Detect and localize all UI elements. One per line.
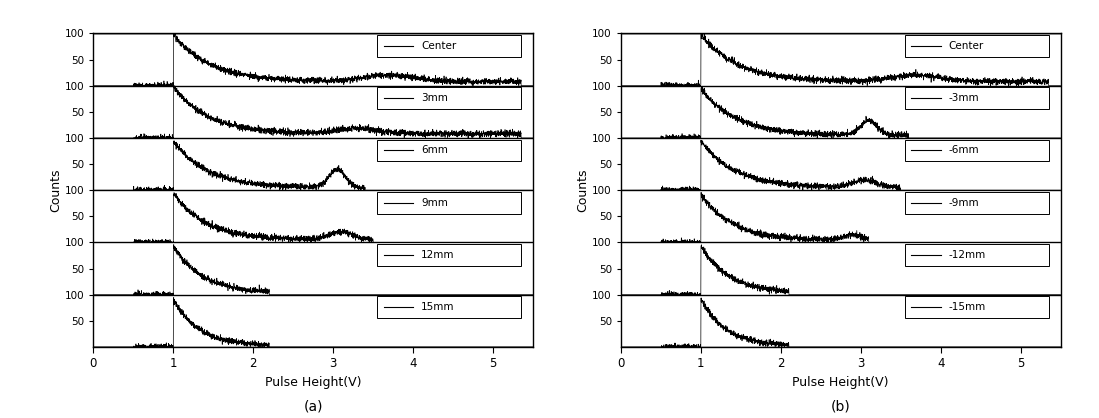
Text: 12mm: 12mm (421, 250, 455, 260)
Polygon shape (904, 192, 1048, 214)
Text: -9mm: -9mm (948, 198, 979, 208)
Text: -6mm: -6mm (948, 145, 979, 155)
Text: 3mm: 3mm (421, 93, 448, 103)
Text: -15mm: -15mm (948, 302, 986, 312)
Text: (a): (a) (303, 400, 323, 414)
Polygon shape (904, 296, 1048, 318)
X-axis label: Pulse Height(V): Pulse Height(V) (792, 376, 889, 389)
Text: Center: Center (948, 41, 984, 51)
Polygon shape (377, 296, 521, 318)
X-axis label: Pulse Height(V): Pulse Height(V) (265, 376, 362, 389)
Polygon shape (377, 244, 521, 266)
Text: -12mm: -12mm (948, 250, 986, 260)
Polygon shape (904, 140, 1048, 161)
Text: 9mm: 9mm (421, 198, 448, 208)
Text: Center: Center (421, 41, 456, 51)
Text: 15mm: 15mm (421, 302, 455, 312)
Text: 6mm: 6mm (421, 145, 448, 155)
Text: -3mm: -3mm (948, 93, 979, 103)
Y-axis label: Counts: Counts (577, 168, 589, 212)
Polygon shape (377, 87, 521, 109)
Polygon shape (377, 35, 521, 57)
Polygon shape (377, 140, 521, 161)
Y-axis label: Counts: Counts (49, 168, 62, 212)
Polygon shape (904, 35, 1048, 57)
Polygon shape (904, 87, 1048, 109)
Polygon shape (904, 244, 1048, 266)
Polygon shape (377, 192, 521, 214)
Text: (b): (b) (831, 400, 851, 414)
